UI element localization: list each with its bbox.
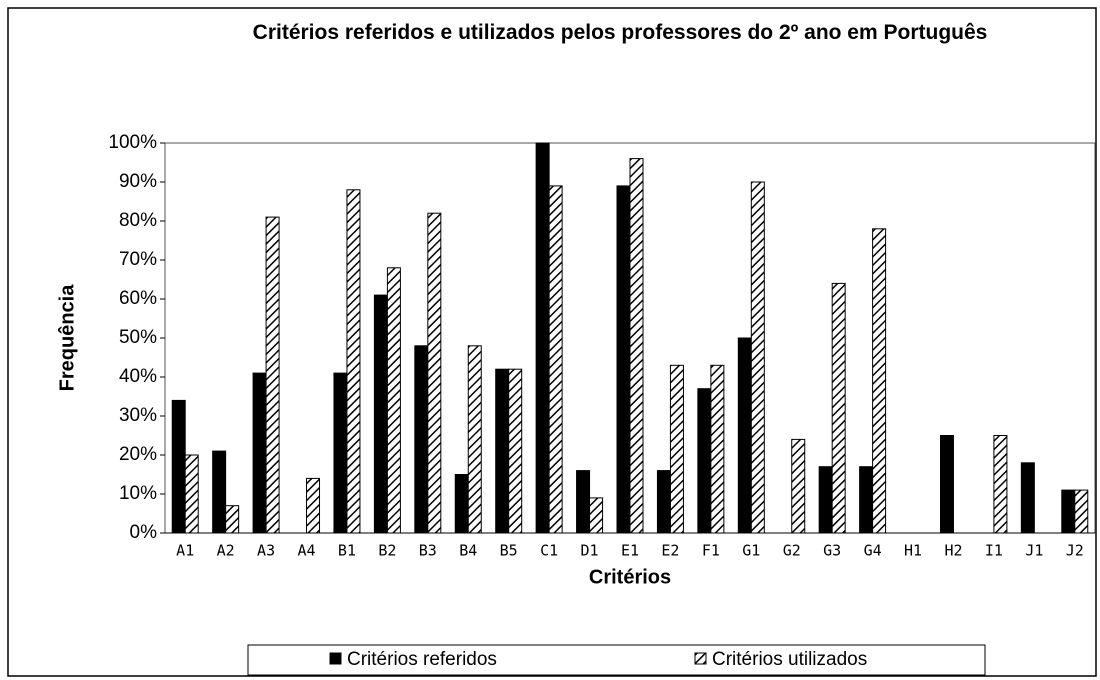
bar bbox=[184, 454, 199, 534]
bar bbox=[467, 345, 482, 534]
bar bbox=[454, 474, 469, 534]
bar bbox=[697, 388, 712, 534]
bar bbox=[656, 470, 671, 534]
x-tick-label: G4 bbox=[864, 542, 882, 560]
bar bbox=[306, 477, 321, 534]
y-axis-label: Frequência bbox=[56, 284, 78, 392]
bar bbox=[508, 368, 523, 534]
bar bbox=[791, 438, 806, 534]
bar bbox=[669, 364, 684, 534]
x-tick-label: A4 bbox=[297, 542, 315, 560]
bar bbox=[171, 399, 186, 534]
y-tick-label: 60% bbox=[119, 288, 157, 309]
x-axis-label: Critérios bbox=[589, 566, 671, 588]
x-tick-label: B1 bbox=[338, 542, 356, 560]
bar bbox=[831, 282, 846, 534]
bar bbox=[265, 216, 280, 534]
y-tick-label: 40% bbox=[119, 366, 157, 387]
x-tick-label: A3 bbox=[257, 542, 275, 560]
x-tick-label: E2 bbox=[661, 542, 679, 560]
bar bbox=[589, 497, 604, 534]
legend-swatch bbox=[329, 652, 342, 665]
bar bbox=[427, 212, 442, 534]
bar bbox=[414, 345, 429, 534]
legend-label: Critérios utilizados bbox=[712, 649, 867, 670]
x-tick-label: J1 bbox=[1025, 542, 1043, 560]
x-tick-label: J2 bbox=[1066, 542, 1084, 560]
x-tick-label: H1 bbox=[904, 542, 922, 560]
bar bbox=[1074, 489, 1089, 534]
x-tick-label: G3 bbox=[823, 542, 841, 560]
y-tick-label: 50% bbox=[119, 327, 157, 348]
bar bbox=[737, 337, 752, 534]
x-tick-label: I1 bbox=[985, 542, 1003, 560]
legend-swatch bbox=[694, 652, 707, 665]
bar bbox=[616, 185, 631, 534]
bar bbox=[818, 466, 833, 534]
bar bbox=[872, 228, 887, 534]
bar bbox=[495, 368, 510, 534]
legend-label: Critérios referidos bbox=[347, 649, 497, 670]
x-tick-label: F1 bbox=[702, 542, 720, 560]
x-tick-label: A1 bbox=[176, 542, 194, 560]
bar bbox=[629, 158, 644, 534]
bar bbox=[1020, 462, 1035, 534]
chart-title: Critérios referidos e utilizados pelos p… bbox=[252, 21, 988, 44]
x-tick-label: C1 bbox=[540, 542, 558, 560]
bar bbox=[548, 185, 563, 534]
x-tick-label: B3 bbox=[419, 542, 437, 560]
bar bbox=[212, 450, 227, 534]
x-tick-label: E1 bbox=[621, 542, 639, 560]
x-tick-label: D1 bbox=[581, 542, 599, 560]
bar bbox=[710, 364, 725, 534]
bar bbox=[225, 505, 240, 534]
bar bbox=[252, 372, 267, 534]
bar bbox=[939, 435, 954, 534]
bar bbox=[993, 435, 1008, 534]
bar bbox=[373, 294, 388, 534]
bar bbox=[333, 372, 348, 534]
y-tick-label: 70% bbox=[119, 249, 157, 270]
y-tick-label: 80% bbox=[119, 210, 157, 231]
x-tick-label: B5 bbox=[500, 542, 518, 560]
x-tick-label: B2 bbox=[378, 542, 396, 560]
bar bbox=[576, 470, 591, 534]
x-tick-label: G2 bbox=[783, 542, 801, 560]
x-tick-label: G1 bbox=[742, 542, 760, 560]
y-tick-label: 20% bbox=[119, 444, 157, 465]
bar bbox=[750, 181, 765, 534]
y-tick-label: 0% bbox=[130, 522, 158, 543]
y-tick-label: 30% bbox=[119, 405, 157, 426]
bar bbox=[535, 142, 550, 534]
chart-border bbox=[7, 7, 1097, 677]
bar bbox=[346, 189, 361, 534]
bar bbox=[386, 267, 401, 534]
x-tick-label: B4 bbox=[459, 542, 477, 560]
y-tick-label: 10% bbox=[119, 483, 157, 504]
bar bbox=[859, 466, 874, 534]
y-tick-label: 90% bbox=[119, 171, 157, 192]
bar bbox=[1061, 489, 1076, 534]
legend-box bbox=[247, 644, 986, 676]
x-tick-label: A2 bbox=[217, 542, 235, 560]
y-tick-label: 100% bbox=[108, 132, 157, 153]
x-tick-label: H2 bbox=[944, 542, 962, 560]
